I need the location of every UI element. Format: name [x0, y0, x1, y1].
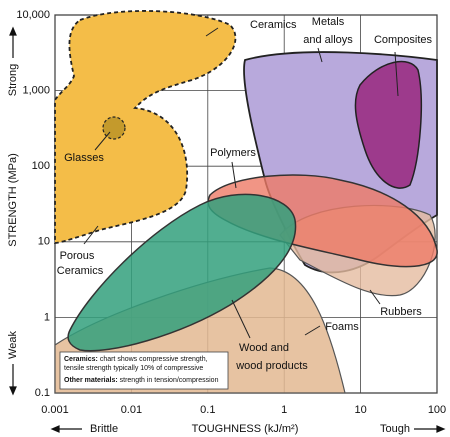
y-tick-label: 0.1	[35, 387, 50, 399]
x-tick-label: 1	[281, 404, 287, 416]
y-tick-label: 10,000	[16, 9, 50, 21]
brittle-label: Brittle	[90, 423, 118, 435]
wood-region	[67, 193, 297, 352]
region-label: Ceramics	[57, 265, 104, 277]
x-tick-label: 0.001	[41, 404, 69, 416]
note-line: tensile strength typically 10% of compre…	[64, 365, 203, 372]
x-tick-label: 0.1	[200, 404, 215, 416]
ceramics-region	[54, 10, 237, 244]
x-tick-label: 100	[428, 404, 446, 416]
weak-label: Weak	[7, 331, 19, 359]
note-text: Ceramics: chart shows compressive streng…	[64, 356, 208, 363]
composites-region	[354, 60, 422, 189]
region-label: Polymers	[210, 147, 256, 159]
y-tick-label: 100	[32, 160, 50, 172]
note-line: strength in tension/compression	[120, 377, 219, 384]
region-label: Rubbers	[380, 306, 422, 318]
tough-label: Tough	[380, 423, 410, 435]
y-tick-label: 1	[44, 311, 50, 323]
note-text: Other materials: strength in tension/com…	[64, 377, 219, 384]
region-label: wood products	[235, 360, 308, 372]
x-tick-label: 0.01	[121, 404, 142, 416]
strong-label: Strong	[7, 64, 19, 96]
direction-arrows	[9, 26, 446, 433]
x-tick-label: 10	[354, 404, 366, 416]
region-label: Porous	[60, 250, 95, 262]
leader-lines	[83, 27, 399, 339]
note-line: chart shows compressive strength,	[100, 356, 208, 363]
region-label: Ceramics	[250, 19, 297, 31]
y-axis-title: STRENGTH (MPa)	[7, 153, 19, 247]
note-bold: Other materials:	[64, 377, 118, 384]
y-tick-label: 10	[38, 236, 50, 248]
region-label: Glasses	[64, 152, 104, 164]
region-label: Wood and	[239, 342, 289, 354]
region-label: and alloys	[303, 34, 353, 46]
y-tick-label: 1,000	[22, 85, 50, 97]
note-box	[59, 351, 229, 390]
region-label: Foams	[325, 321, 359, 333]
region-label: Metals	[312, 16, 345, 28]
note-bold: Ceramics:	[64, 356, 98, 363]
region-label: Composites	[374, 34, 433, 46]
x-axis-title: TOUGHNESS (kJ/m²)	[192, 423, 299, 435]
